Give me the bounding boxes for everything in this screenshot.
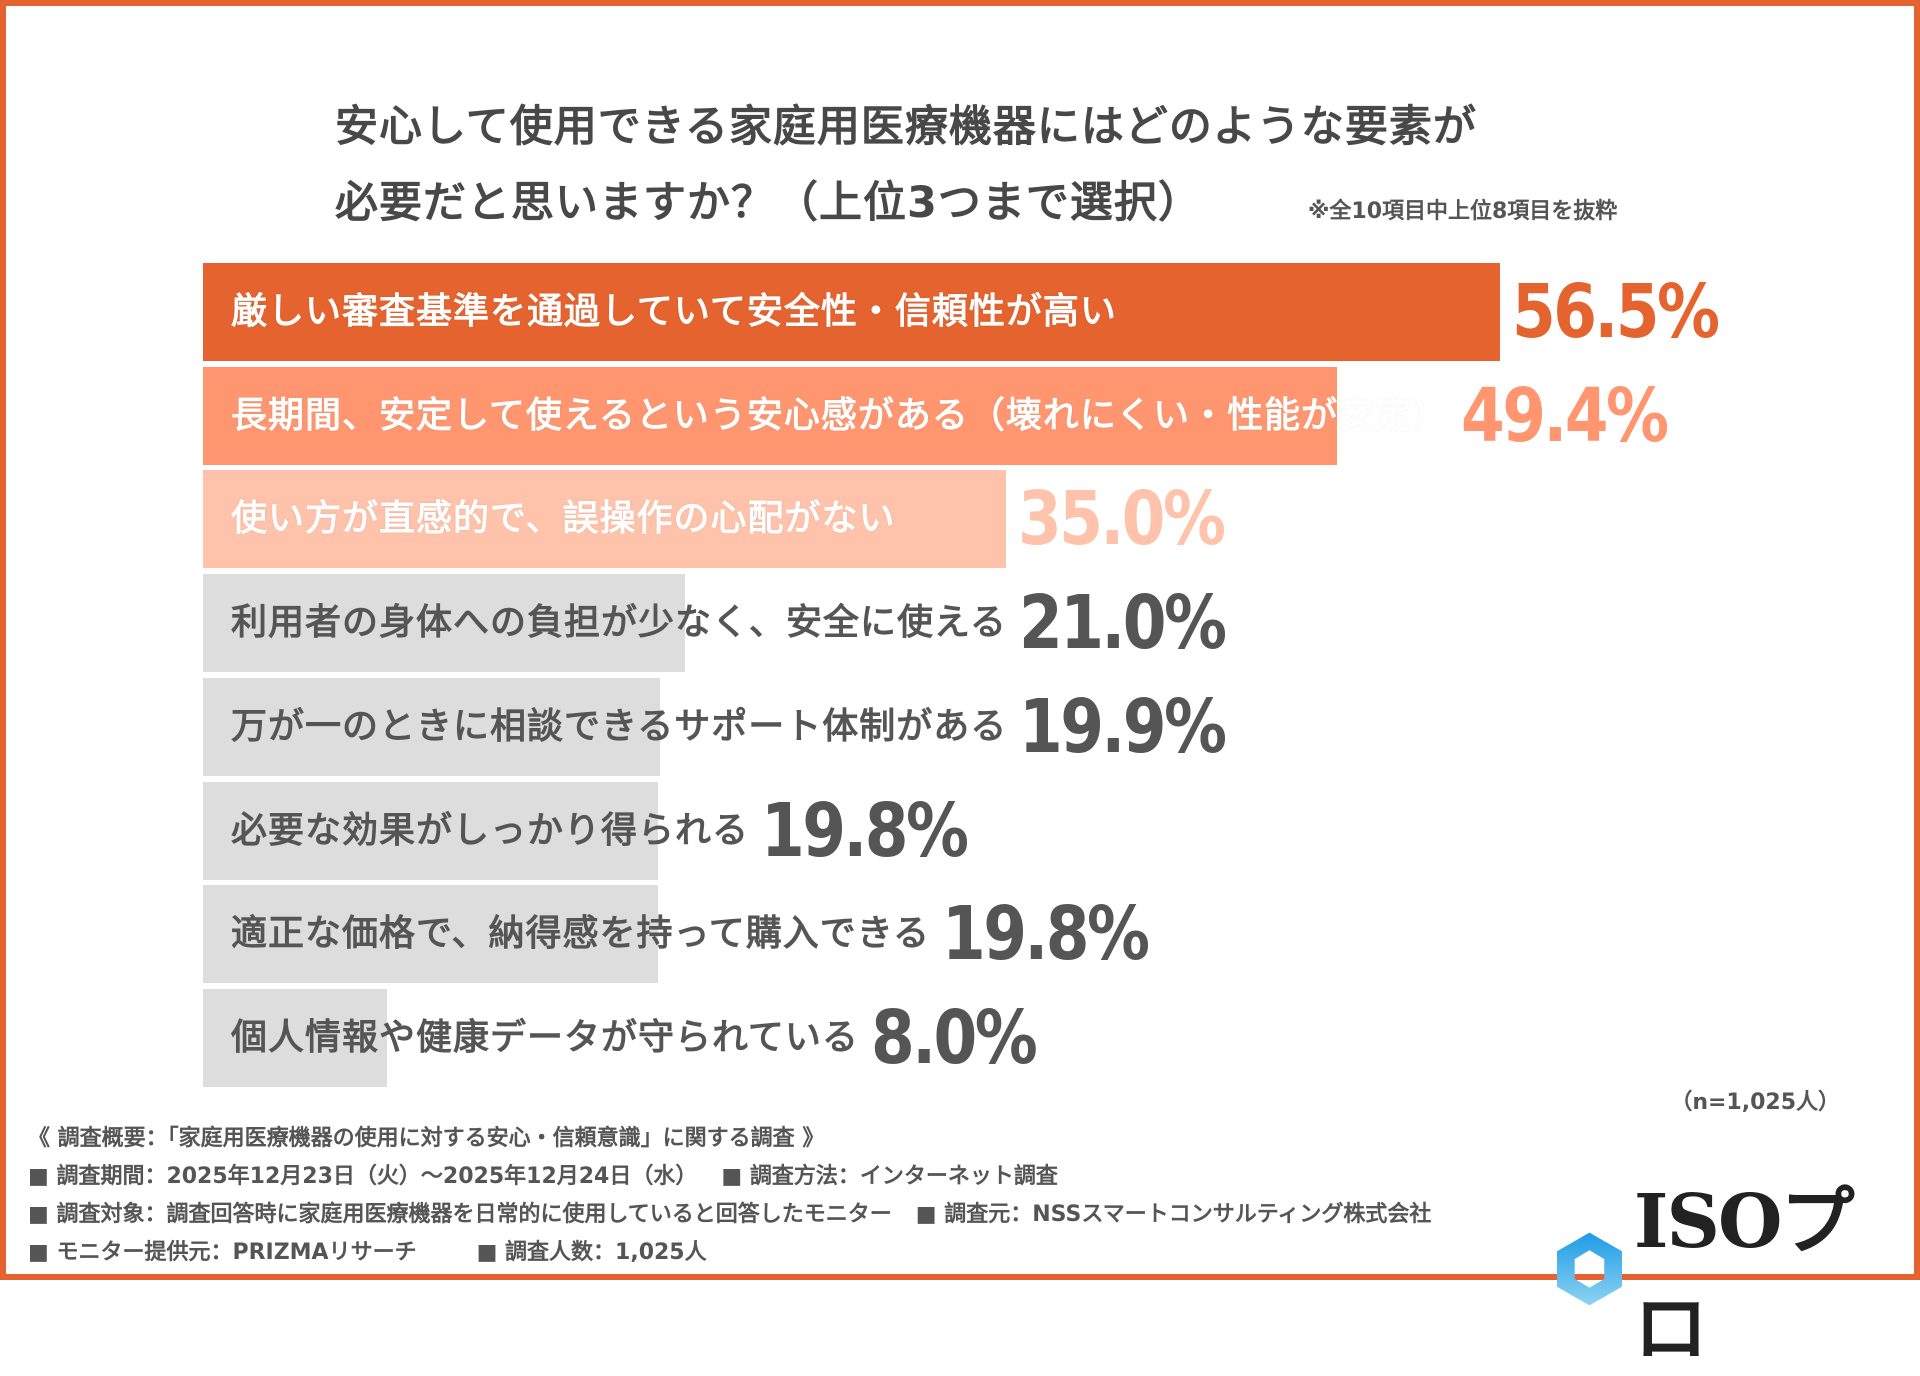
chart-title-line1: 安心して使用できる家庭用医療機器にはどのような要素が bbox=[335, 102, 1477, 152]
value-label: 49.4% bbox=[1461, 372, 1669, 459]
bar bbox=[203, 263, 1500, 361]
value-label: 19.8% bbox=[942, 891, 1150, 978]
bar bbox=[203, 366, 1337, 465]
bar bbox=[203, 470, 1007, 569]
bar-label: 適正な価格で、納得感を持って購入できる bbox=[231, 913, 931, 955]
footer-overview: 《 調査概要：「家庭用医療機器の使用に対する安心・信頼意識」に関する調査 》 bbox=[28, 1126, 825, 1151]
value-label: 56.5% bbox=[1512, 269, 1720, 355]
value-label: 19.8% bbox=[761, 787, 969, 874]
bar-label: 利用者の身体への負担が少なく、安全に使える bbox=[231, 602, 1007, 644]
bar bbox=[203, 574, 686, 673]
footer-provider: ■ モニター提供元：PRIZMAリサーチ bbox=[28, 1240, 417, 1265]
bar bbox=[203, 885, 658, 984]
bar-label: 必要な効果がしっかり得られる bbox=[231, 809, 750, 851]
sample-size: （n=1,025人） bbox=[1670, 1090, 1840, 1115]
footer-line-provider: ■ モニター提供元：PRIZMAリサーチ ■ 調査人数：1,025人 bbox=[28, 1234, 707, 1266]
footer-line-target: ■ 調査対象：調査回答時に家庭用医療機器を日常的に使用していると回答したモニター… bbox=[28, 1196, 1431, 1228]
footer-method: ■ 調査方法：インターネット調査 bbox=[721, 1164, 1058, 1189]
bar-label: 長期間、安定して使えるという安心感がある（壊れにくい・性能が安定） bbox=[231, 394, 1450, 436]
bar-label: 個人情報や健康データが守られている bbox=[231, 1016, 859, 1058]
value-label: 21.0% bbox=[1019, 580, 1227, 667]
footer-period: ■ 調査期間：2025年12月23日（火）〜2025年12月24日（水） bbox=[28, 1164, 698, 1189]
bar-label: 厳しい審査基準を通過していて安全性・信頼性が高い bbox=[231, 291, 1117, 332]
value-label: 8.0% bbox=[871, 994, 1038, 1081]
bar-label: 使い方が直感的で、誤操作の心配がない bbox=[231, 498, 896, 540]
logo-text: ISOプロ bbox=[1633, 1179, 1855, 1372]
value-label: 35.0% bbox=[1018, 476, 1226, 563]
chart-title-line2: 必要だと思いますか？（上位3つまで選択） bbox=[335, 178, 1202, 228]
chart-note: ※全10項目中上位8項目を抜粋 bbox=[1308, 199, 1618, 224]
footer-target: ■ 調査対象：調査回答時に家庭用医療機器を日常的に使用していると回答したモニター bbox=[28, 1202, 892, 1227]
bar bbox=[203, 781, 658, 880]
bar bbox=[203, 677, 660, 776]
bar bbox=[203, 988, 387, 1087]
value-label: 19.9% bbox=[1019, 683, 1227, 770]
footer-source: ■ 調査元：NSSスマートコンサルティング株式会社 bbox=[915, 1202, 1432, 1227]
footer-line-period: ■ 調査期間：2025年12月23日（火）〜2025年12月24日（水） ■ 調査… bbox=[28, 1158, 1058, 1190]
bar-label: 万が一のときに相談できるサポート体制がある bbox=[231, 705, 1008, 747]
hexagon-icon bbox=[1556, 1232, 1622, 1306]
logo: ISOプロ bbox=[1555, 1162, 1920, 1376]
footer-count: ■ 調査人数：1,025人 bbox=[476, 1240, 707, 1265]
